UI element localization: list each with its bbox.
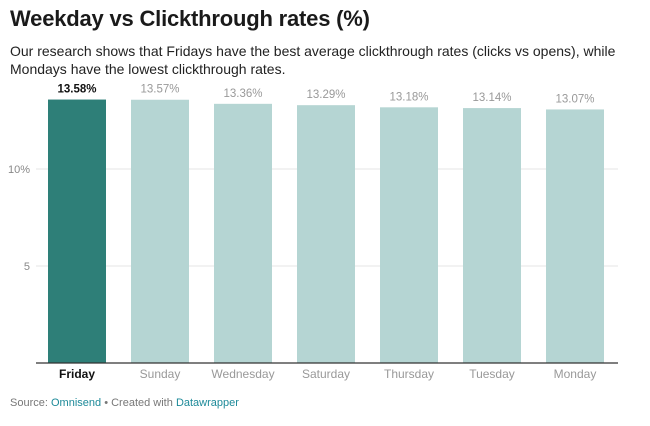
data-label: 13.36% [223, 88, 262, 100]
x-tick-label: Thursday [384, 367, 434, 381]
x-tick-label: Monday [554, 367, 597, 381]
x-tick-label: Saturday [302, 367, 350, 381]
chart-subtitle: Our research shows that Fridays have the… [10, 43, 616, 77]
bar-monday [546, 109, 604, 363]
y-tick-label: 10% [8, 164, 30, 176]
chart-title: Weekday vs Clickthrough rates (%) [10, 6, 370, 31]
x-tick-label: Wednesday [211, 367, 274, 381]
datawrapper-link[interactable]: Datawrapper [175, 397, 239, 409]
bar-sunday [131, 99, 189, 363]
bar-tuesday [463, 108, 521, 363]
data-label: 13.57% [140, 84, 179, 96]
bar-wednesday [214, 103, 272, 363]
bar-friday [48, 99, 106, 363]
x-tick-label: Sunday [140, 367, 181, 381]
source-label: Source: [10, 397, 48, 409]
data-label: 13.07% [555, 93, 594, 105]
footer: Source: Omnisend • Created with Datawrap… [10, 397, 239, 409]
source-link[interactable]: Omnisend [50, 397, 102, 409]
separator: • [104, 397, 109, 409]
created-label: Created with [111, 397, 173, 409]
y-tick-label: 5 [24, 261, 30, 273]
data-label: 13.29% [306, 89, 345, 101]
data-label: 13.14% [472, 92, 511, 104]
x-tick-label: Friday [59, 367, 95, 381]
data-label: 13.18% [389, 91, 428, 103]
bar-saturday [297, 105, 355, 363]
bar-chart: 5 10% 13.58% Friday 13.57% Sunday 13.36% Wednes… [8, 84, 618, 381]
bar-thursday [380, 107, 438, 363]
data-label: 13.58% [57, 84, 96, 96]
x-tick-label: Tuesday [469, 367, 515, 381]
